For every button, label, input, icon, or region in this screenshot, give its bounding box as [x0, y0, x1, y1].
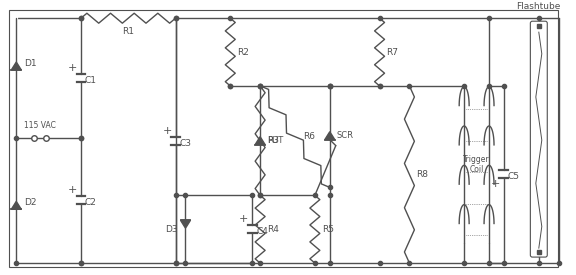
Text: Flashtube: Flashtube: [517, 2, 561, 11]
Polygon shape: [12, 62, 21, 70]
Text: R6: R6: [303, 132, 315, 141]
Polygon shape: [325, 132, 335, 140]
Text: +: +: [239, 214, 248, 224]
Polygon shape: [255, 137, 265, 145]
Text: C5: C5: [508, 172, 520, 182]
Text: D2: D2: [24, 198, 37, 207]
Bar: [537, 24, 541, 28]
Text: PUT: PUT: [267, 136, 283, 145]
Text: C1: C1: [85, 76, 97, 85]
Text: C2: C2: [85, 198, 97, 207]
Text: SCR: SCR: [337, 131, 354, 140]
Text: Trigger
Coil: Trigger Coil: [463, 155, 490, 174]
Text: +: +: [491, 180, 500, 189]
Text: 115 VAC: 115 VAC: [24, 121, 56, 130]
Text: R5: R5: [322, 225, 334, 234]
Text: +: +: [68, 63, 77, 73]
Text: +: +: [68, 185, 77, 195]
FancyBboxPatch shape: [9, 10, 558, 267]
Text: R2: R2: [237, 48, 249, 57]
Polygon shape: [12, 201, 21, 209]
Text: D1: D1: [24, 59, 37, 67]
Text: R4: R4: [267, 225, 279, 234]
FancyBboxPatch shape: [530, 21, 547, 257]
Text: C3: C3: [180, 139, 191, 148]
Text: C4: C4: [256, 227, 268, 236]
Text: R1: R1: [122, 27, 134, 36]
Text: R8: R8: [416, 170, 429, 179]
Polygon shape: [180, 220, 191, 228]
Text: R7: R7: [386, 48, 399, 57]
Text: R3: R3: [267, 136, 279, 145]
Text: D3: D3: [165, 225, 177, 234]
Text: +: +: [162, 126, 172, 136]
Bar: [537, 250, 541, 254]
